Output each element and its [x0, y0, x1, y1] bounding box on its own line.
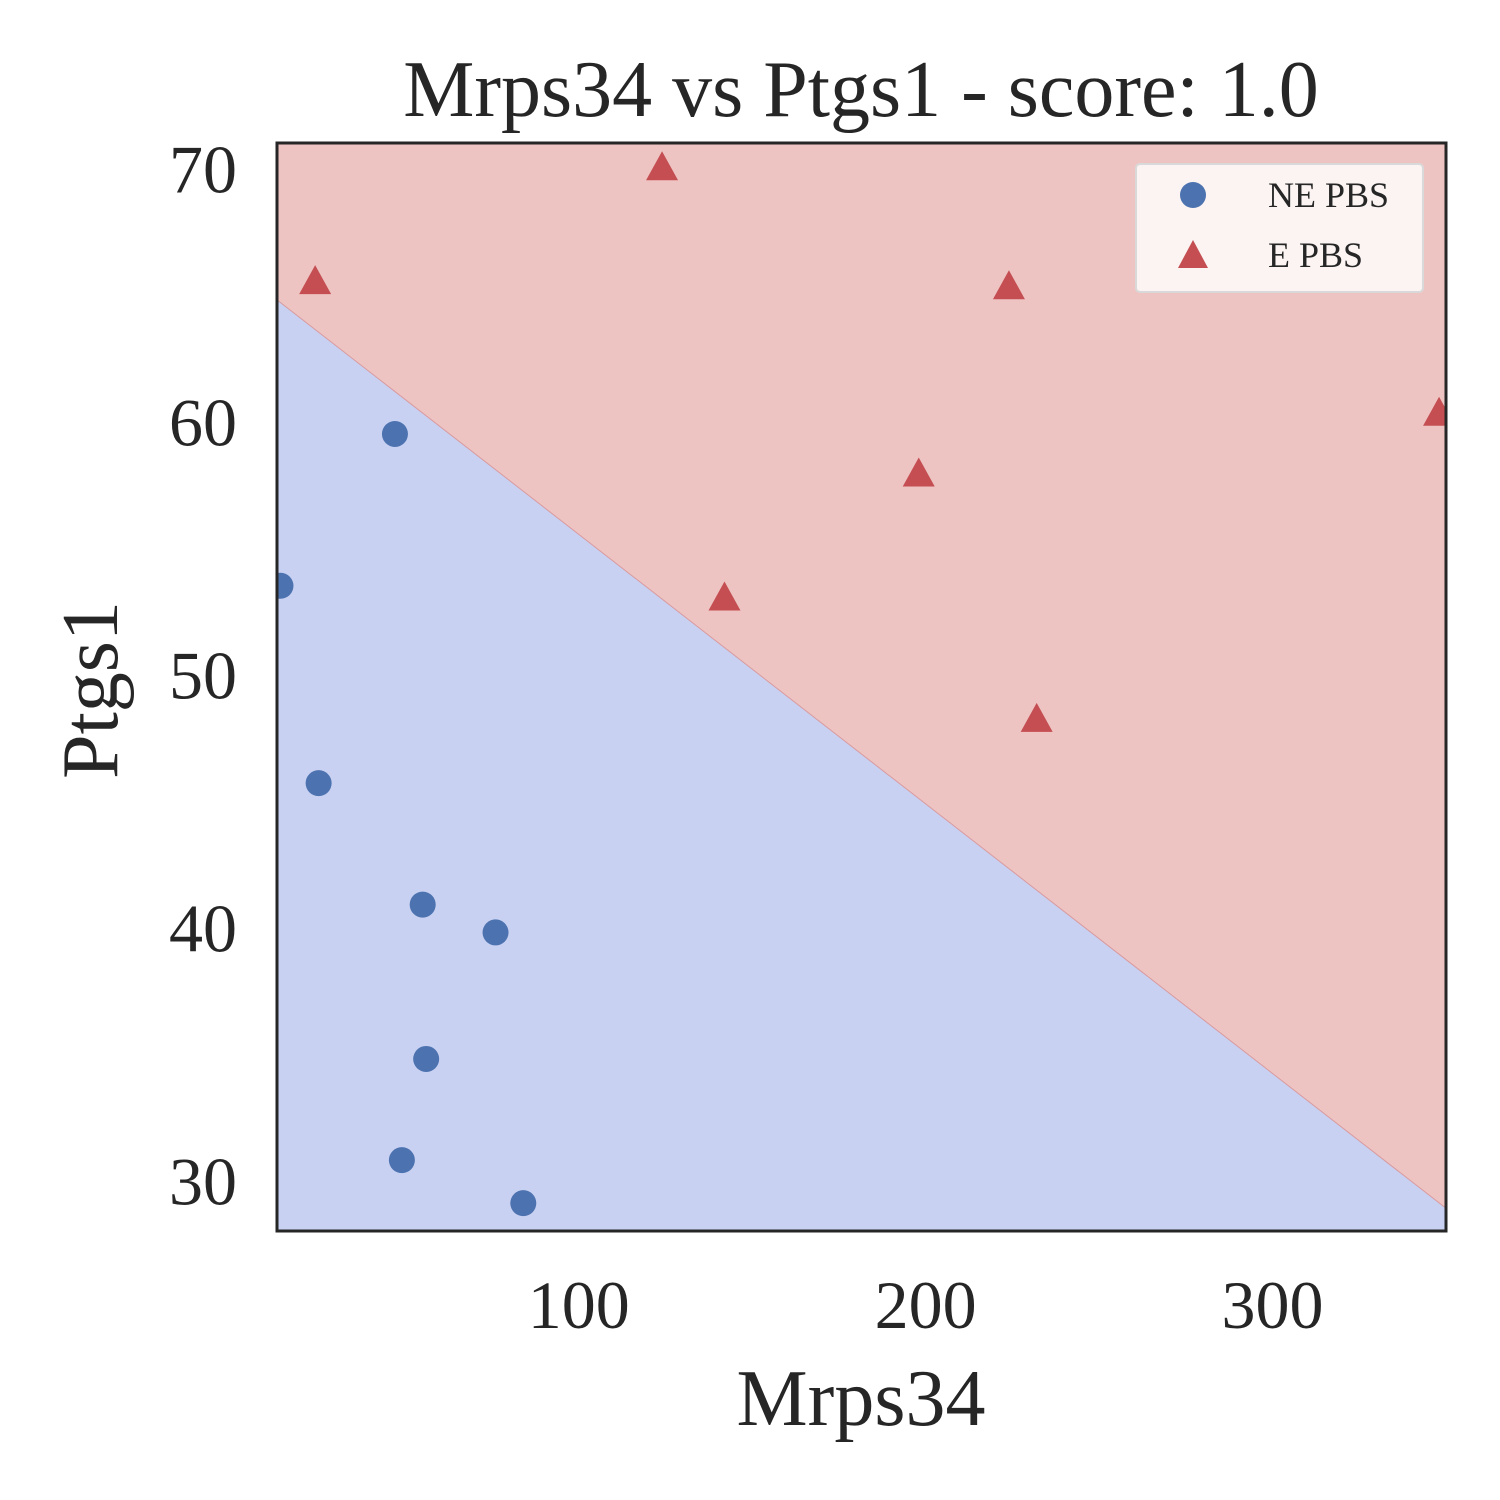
y-tick-label-50: 50: [169, 637, 237, 713]
chart-title: Mrps34 vs Ptgs1 - score: 1.0: [403, 46, 1319, 134]
x-axis-label: Mrps34: [737, 1355, 986, 1443]
legend-label-ne-pbs: NE PBS: [1268, 175, 1389, 215]
x-tick-label-200: 200: [875, 1267, 977, 1343]
legend: NE PBS E PBS: [1135, 163, 1424, 293]
y-axis-label: Ptgs1: [47, 601, 135, 779]
point-ne-pbs-4: [482, 919, 509, 946]
x-tick-label-300: 300: [1222, 1267, 1324, 1343]
legend-marker-ne-pbs: [1180, 182, 1206, 208]
legend-label-e-pbs: E PBS: [1268, 235, 1363, 275]
x-axis-ticks: 100 200 300: [528, 1267, 1324, 1343]
point-ne-pbs-1: [277, 572, 294, 599]
point-e-pbs-2: [992, 270, 1025, 300]
point-ne-pbs-7: [510, 1190, 537, 1217]
point-ne-pbs-2: [305, 770, 332, 797]
x-tick-label-100: 100: [528, 1267, 630, 1343]
point-ne-pbs-0: [381, 420, 408, 447]
point-e-pbs-5: [708, 581, 741, 611]
decision-boundary-line: [277, 299, 1446, 1209]
point-ne-pbs-6: [388, 1147, 415, 1174]
decision-region-e-pbs: [277, 143, 1446, 1209]
y-tick-label-40: 40: [169, 890, 237, 966]
plot-area: [277, 143, 1446, 1231]
point-e-pbs-1: [299, 265, 332, 295]
plot-frame: [275, 141, 1448, 1233]
y-tick-label-70: 70: [169, 131, 237, 207]
point-e-pbs-3: [1423, 396, 1446, 426]
decision-region-ne-pbs: [277, 299, 1446, 1231]
legend-box: [1135, 163, 1424, 293]
point-e-pbs-6: [1020, 702, 1053, 732]
point-ne-pbs-5: [413, 1045, 440, 1072]
point-e-pbs-0: [646, 151, 679, 181]
point-ne-pbs-3: [409, 891, 436, 918]
y-tick-label-60: 60: [169, 384, 237, 460]
y-tick-label-30: 30: [169, 1143, 237, 1219]
y-axis-ticks: 30 40 50 60 70: [169, 131, 237, 1219]
legend-marker-e-pbs: [1178, 240, 1208, 268]
point-e-pbs-4: [902, 457, 935, 487]
data-points: [277, 151, 1446, 1217]
